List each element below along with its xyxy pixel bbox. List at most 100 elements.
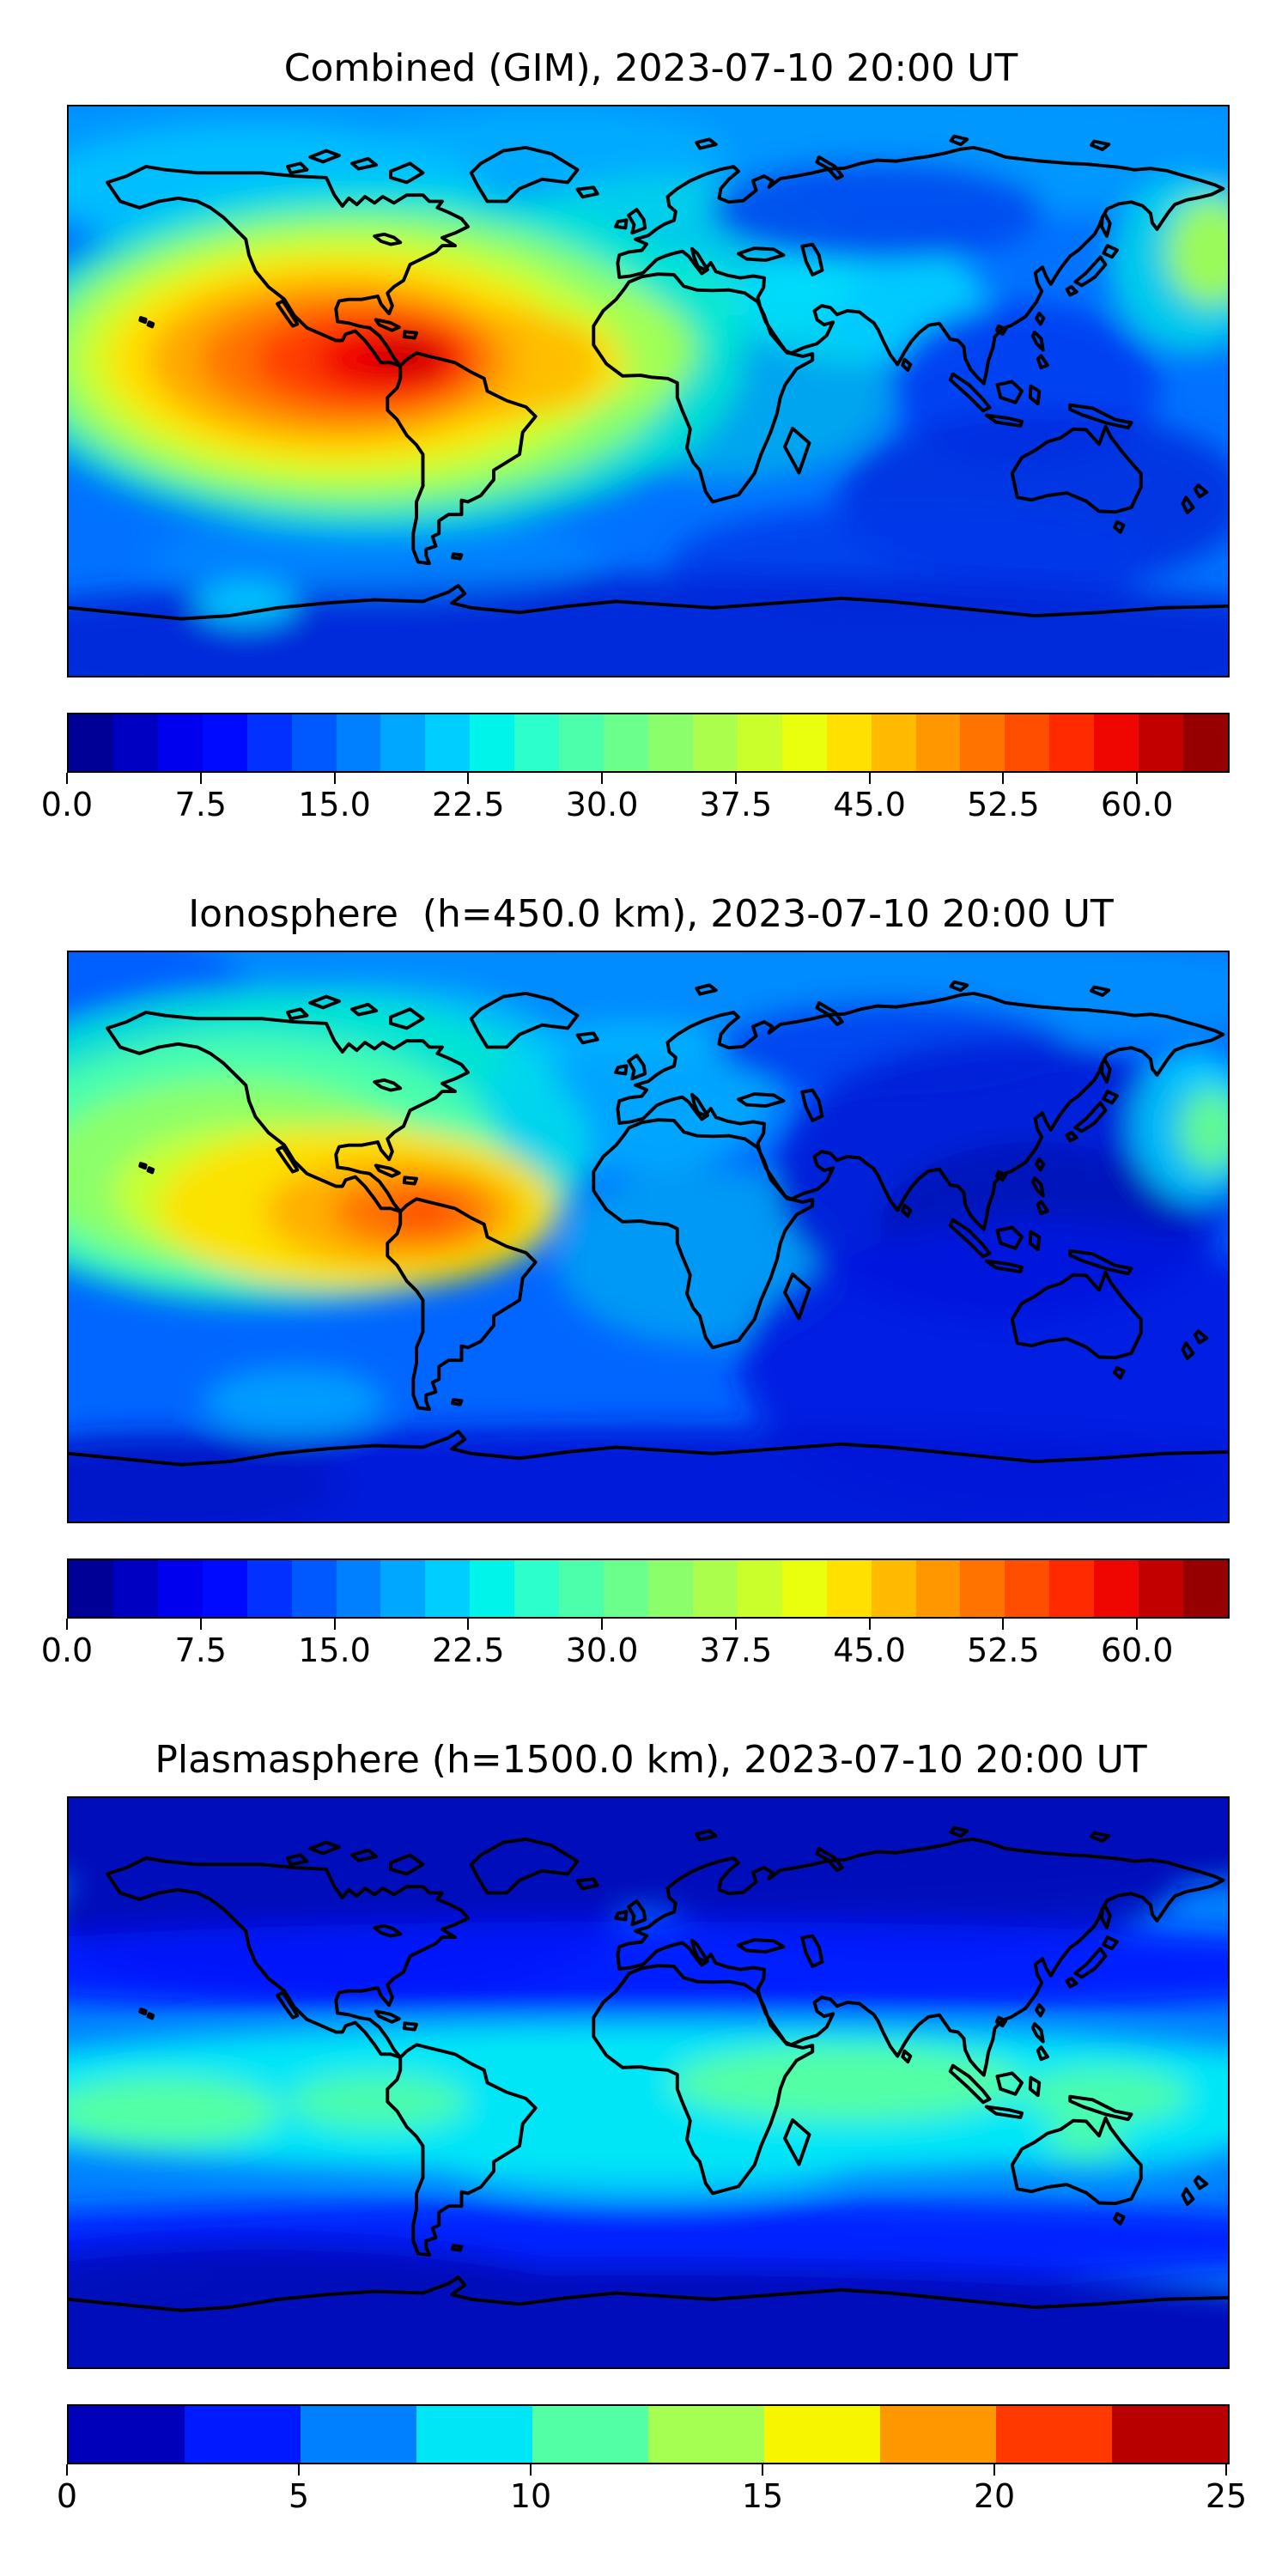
colorbar-tick-label: 22.5 xyxy=(431,786,505,823)
colorbar-tick-mark xyxy=(1225,2464,1227,2476)
colorbar-segment xyxy=(246,714,292,771)
colorbar-tick-mark xyxy=(333,1619,336,1630)
colorbar-segment xyxy=(871,1560,916,1617)
colorbar-segment xyxy=(692,714,738,771)
colorbar-segment xyxy=(647,714,693,771)
field-region xyxy=(1022,2067,1189,2124)
field-region xyxy=(671,2044,1025,2121)
colorbar-segment xyxy=(157,714,203,771)
colorbar-segment xyxy=(112,714,158,771)
field-blobs xyxy=(69,1798,1228,2367)
colorbar-segment xyxy=(532,2406,648,2463)
colorbar-segment xyxy=(1005,1560,1050,1617)
colorbar-tick-label: 10 xyxy=(509,2477,552,2515)
field-region xyxy=(69,2076,282,2147)
colorbar-tick-mark xyxy=(868,1619,871,1630)
map-ionosphere xyxy=(67,951,1230,1523)
colorbar-tick-label: 15.0 xyxy=(298,1631,371,1669)
colorbar-tick-mark xyxy=(199,1619,202,1630)
colorbar-segment xyxy=(416,2406,532,2463)
figure-title: Ionosphere (h=450.0 km), 2023-07-10 20:0… xyxy=(188,892,1114,936)
colorbar-tick-mark xyxy=(199,773,202,784)
colorbar-segment xyxy=(826,1560,872,1617)
colorbar-segment xyxy=(470,1560,515,1617)
colorbar-tick-label: 25 xyxy=(1205,2477,1248,2515)
field-region xyxy=(709,160,1045,262)
colorbar-segment xyxy=(301,2406,416,2463)
colorbar-segment xyxy=(737,1560,782,1617)
colorbar-segment xyxy=(647,1560,693,1617)
colorbar-tick-mark xyxy=(734,773,737,784)
colorbar-segment xyxy=(202,1560,247,1617)
field-blobs xyxy=(69,106,1228,676)
colorbar-segment xyxy=(336,1560,381,1617)
colorbar-segment xyxy=(1112,2406,1228,2463)
colorbar-segment xyxy=(1049,1560,1095,1617)
field-region xyxy=(69,2266,1228,2367)
colorbar-tick-label: 52.5 xyxy=(967,786,1040,823)
colorbar-segment xyxy=(915,714,961,771)
colorbar-segment xyxy=(781,714,827,771)
colorbar-tick-label: 37.5 xyxy=(699,1631,773,1669)
colorbar-segment xyxy=(69,1560,113,1617)
colorbar-tick-label: 7.5 xyxy=(174,786,227,823)
colorbar-segment xyxy=(1094,714,1139,771)
colorbar-tick-mark xyxy=(601,1619,604,1630)
map-combined-gim xyxy=(67,105,1230,677)
map-plasmasphere xyxy=(67,1796,1230,2369)
colorbar-tick-label: 37.5 xyxy=(699,786,773,823)
colorbar-tick-label: 0.0 xyxy=(40,1631,94,1669)
colorbar-segment xyxy=(604,714,648,771)
colorbar-tick-label: 45.0 xyxy=(833,786,906,823)
colorbar-tick-label: 60.0 xyxy=(1100,786,1174,823)
colorbar-segment xyxy=(291,714,337,771)
colorbar-segment xyxy=(1139,714,1184,771)
colorbar-tick-label: 15 xyxy=(741,2477,784,2515)
colorbar-segment xyxy=(380,714,426,771)
field-region xyxy=(204,1366,385,1437)
colorbar-segment xyxy=(291,1560,337,1617)
colorbar-tick-mark xyxy=(1002,773,1005,784)
colorbar-segment xyxy=(157,1560,203,1617)
colorbar-ticks: 0 5 10 15 20 25 xyxy=(57,2464,1247,2519)
field-region xyxy=(1179,1088,1228,1171)
colorbar-segment xyxy=(559,714,605,771)
colorbar-segment xyxy=(1183,714,1228,771)
colorbar-tick-label: 0 xyxy=(56,2477,78,2515)
colorbar-tick-mark xyxy=(66,1619,68,1630)
colorbar-tick-mark xyxy=(467,773,470,784)
colorbar-segment xyxy=(1139,1560,1184,1617)
colorbar-tick-mark xyxy=(298,2464,300,2476)
colorbar-segment xyxy=(915,1560,961,1617)
colorbar-tick-label: 7.5 xyxy=(174,1631,227,1669)
colorbar-segment xyxy=(604,1560,648,1617)
colorbar xyxy=(67,713,1230,773)
colorbar-tick-mark xyxy=(66,2464,68,2476)
colorbar-tick-label: 20 xyxy=(973,2477,1016,2515)
colorbar-tick-mark xyxy=(601,773,604,784)
colorbar-segments xyxy=(69,714,1228,771)
colorbar-segment xyxy=(470,714,515,771)
colorbar-tick-label: 52.5 xyxy=(967,1631,1040,1669)
colorbar-segment xyxy=(781,1560,827,1617)
colorbar-segment xyxy=(960,1560,1005,1617)
colorbar-segment xyxy=(514,714,560,771)
colorbar-segment xyxy=(692,1560,738,1617)
colorbar-tick-mark xyxy=(467,1619,470,1630)
colorbar-segments xyxy=(69,2406,1228,2463)
colorbar-tick-mark xyxy=(762,2464,763,2476)
field-region xyxy=(1048,2120,1125,2159)
colorbar-tick-label: 45.0 xyxy=(833,1631,906,1669)
colorbar-segment xyxy=(69,714,113,771)
colorbar-segment xyxy=(648,2406,764,2463)
field-region xyxy=(422,2105,874,2200)
colorbar-segment xyxy=(336,714,381,771)
colorbar-segment xyxy=(202,714,247,771)
colorbar-ticks: 0.0 7.5 15.0 22.5 30.0 37.5 45.0 52.5 60.0 xyxy=(41,1619,1226,1674)
colorbar-tick-mark xyxy=(530,2464,532,2476)
figure-title: Plasmasphere (h=1500.0 km), 2023-07-10 2… xyxy=(155,1738,1147,1782)
colorbar-segment xyxy=(1183,1560,1228,1617)
colorbar-segment xyxy=(1094,1560,1139,1617)
colorbar-tick-label: 30.0 xyxy=(565,786,639,823)
colorbar-segments xyxy=(69,1560,1228,1617)
